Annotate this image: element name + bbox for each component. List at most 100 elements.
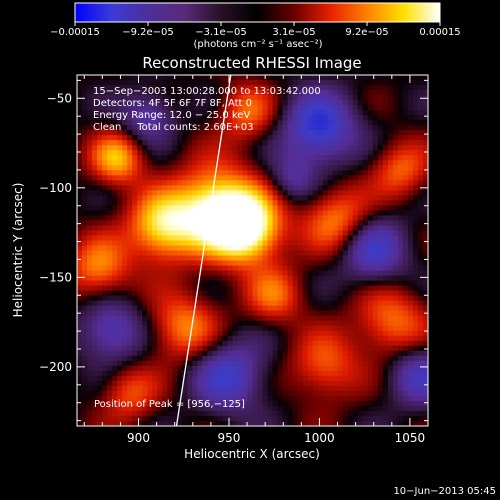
heatmap-cell xyxy=(97,155,103,161)
heatmap-cell xyxy=(297,270,304,277)
heatmap-cell xyxy=(127,405,133,412)
heatmap-cell xyxy=(327,175,334,181)
heatmap-cell xyxy=(102,185,108,191)
heatmap-cell xyxy=(147,280,153,287)
heatmap-cell xyxy=(202,310,208,317)
heatmap-cell xyxy=(382,245,389,252)
heatmap-cell xyxy=(182,240,188,247)
heatmap-cell xyxy=(297,340,304,347)
heatmap-cell xyxy=(377,295,384,302)
heatmap-cell xyxy=(247,305,254,312)
heatmap-cell xyxy=(272,355,279,362)
heatmap-cell xyxy=(327,250,334,257)
heatmap-cell xyxy=(202,395,208,402)
heatmap-cell xyxy=(277,300,284,307)
heatmap-cell xyxy=(152,405,158,412)
heatmap-cell xyxy=(237,265,244,272)
heatmap-cell xyxy=(167,120,173,126)
heatmap-cell xyxy=(272,115,279,121)
heatmap-cell xyxy=(252,140,259,146)
heatmap-cell xyxy=(392,225,399,232)
heatmap-cell xyxy=(197,365,203,372)
heatmap-cell xyxy=(357,180,364,186)
heatmap-cell xyxy=(137,80,143,86)
heatmap-cell xyxy=(177,170,183,176)
heatmap-cell xyxy=(157,355,163,362)
heatmap-cell xyxy=(372,255,379,262)
heatmap-cell xyxy=(307,265,314,272)
heatmap-cell xyxy=(117,370,123,377)
heatmap-cell xyxy=(202,420,208,426)
heatmap-cell xyxy=(147,260,153,267)
heatmap-cell xyxy=(122,300,128,307)
heatmap-cell xyxy=(347,180,354,186)
heatmap-cell xyxy=(412,150,419,156)
heatmap-cell xyxy=(342,320,349,327)
heatmap-cell xyxy=(177,95,183,101)
heatmap-cell xyxy=(167,125,173,131)
heatmap-cell xyxy=(332,250,339,257)
heatmap-cell xyxy=(202,375,208,382)
heatmap-cell xyxy=(202,75,208,81)
heatmap-cell xyxy=(192,340,198,347)
heatmap-cell xyxy=(332,190,339,196)
heatmap-cell xyxy=(342,335,349,342)
heatmap-cell xyxy=(422,120,428,126)
heatmap-cell xyxy=(157,125,163,131)
heatmap-cell xyxy=(327,150,334,156)
heatmap-cell xyxy=(292,220,299,227)
heatmap-cell xyxy=(222,320,229,327)
heatmap-cell xyxy=(122,245,128,252)
heatmap-cell xyxy=(167,415,173,422)
heatmap-cell xyxy=(282,365,289,372)
heatmap-cell xyxy=(157,395,163,402)
heatmap-cell xyxy=(82,400,88,407)
heatmap-cell xyxy=(187,375,193,382)
heatmap-cell xyxy=(137,245,143,252)
heatmap-cell xyxy=(177,305,183,312)
heatmap-cell xyxy=(197,395,203,402)
heatmap-cell xyxy=(97,180,103,186)
heatmap-cell xyxy=(142,125,148,131)
heatmap-cell xyxy=(372,270,379,277)
heatmap-cell xyxy=(297,110,304,116)
heatmap-cell xyxy=(197,85,203,91)
heatmap-cell xyxy=(417,395,424,402)
heatmap-cell xyxy=(317,290,324,297)
heatmap-cell xyxy=(167,290,173,297)
heatmap-cell xyxy=(297,225,304,232)
heatmap-cell xyxy=(287,205,294,211)
heatmap-cell xyxy=(222,225,229,232)
heatmap-cell xyxy=(107,115,113,121)
heatmap-cell xyxy=(297,250,304,257)
heatmap-cell xyxy=(307,340,314,347)
heatmap-cell xyxy=(177,340,183,347)
heatmap-cell xyxy=(397,360,404,367)
heatmap-cell xyxy=(357,150,364,156)
heatmap-cell xyxy=(282,390,289,397)
heatmap-cell xyxy=(182,345,188,352)
heatmap-cell xyxy=(157,320,163,327)
heatmap-cell xyxy=(382,220,389,227)
heatmap-cell xyxy=(207,215,213,222)
heatmap-cell xyxy=(92,115,98,121)
heatmap-cell xyxy=(402,410,409,417)
heatmap-cell xyxy=(122,350,128,357)
heatmap-cell xyxy=(162,350,168,357)
heatmap-cell xyxy=(357,80,364,86)
heatmap-cell xyxy=(402,120,409,126)
heatmap-cell xyxy=(212,205,218,211)
heatmap-cell xyxy=(357,155,364,161)
heatmap-cell xyxy=(82,255,88,262)
heatmap-cell xyxy=(237,295,244,302)
heatmap-cell xyxy=(397,295,404,302)
heatmap-cell xyxy=(222,395,229,402)
heatmap-cell xyxy=(117,245,123,252)
heatmap-cell xyxy=(172,190,178,196)
x-axis: 900 950 1000 1050 xyxy=(83,75,429,445)
heatmap-cell xyxy=(312,105,319,111)
heatmap-cell xyxy=(202,85,208,91)
heatmap-cell xyxy=(327,210,334,216)
heatmap-cell xyxy=(387,95,394,101)
heatmap-cell xyxy=(122,155,128,161)
